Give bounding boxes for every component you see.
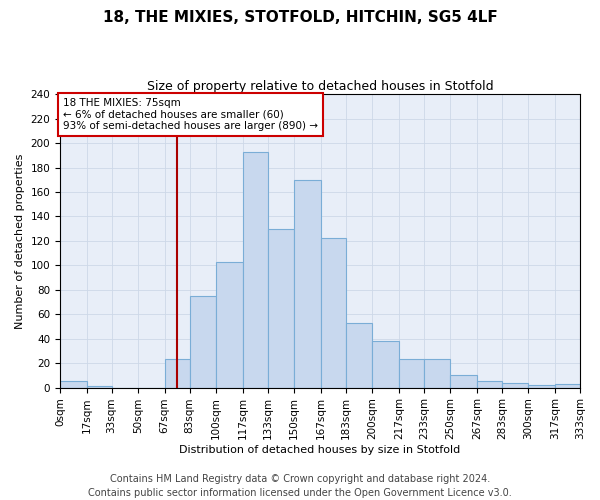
- Bar: [294, 180, 321, 388]
- Bar: [164, 360, 190, 388]
- Bar: [424, 360, 451, 388]
- Bar: [268, 228, 294, 388]
- X-axis label: Distribution of detached houses by size in Stotfold: Distribution of detached houses by size …: [179, 445, 461, 455]
- Y-axis label: Number of detached properties: Number of detached properties: [15, 153, 25, 328]
- Bar: [399, 360, 424, 388]
- Bar: [60, 382, 86, 388]
- Text: 18 THE MIXIES: 75sqm
← 6% of detached houses are smaller (60)
93% of semi-detach: 18 THE MIXIES: 75sqm ← 6% of detached ho…: [63, 98, 318, 131]
- Bar: [451, 376, 477, 388]
- Bar: [321, 238, 346, 388]
- Bar: [216, 262, 243, 388]
- Text: Contains HM Land Registry data © Crown copyright and database right 2024.
Contai: Contains HM Land Registry data © Crown c…: [88, 474, 512, 498]
- Bar: [190, 296, 216, 388]
- Bar: [346, 323, 373, 388]
- Bar: [477, 382, 502, 388]
- Bar: [243, 152, 268, 388]
- Bar: [502, 382, 529, 388]
- Bar: [373, 341, 399, 388]
- Text: 18, THE MIXIES, STOTFOLD, HITCHIN, SG5 4LF: 18, THE MIXIES, STOTFOLD, HITCHIN, SG5 4…: [103, 10, 497, 25]
- Bar: [555, 384, 580, 388]
- Bar: [86, 386, 112, 388]
- Bar: [529, 385, 555, 388]
- Title: Size of property relative to detached houses in Stotfold: Size of property relative to detached ho…: [147, 80, 493, 93]
